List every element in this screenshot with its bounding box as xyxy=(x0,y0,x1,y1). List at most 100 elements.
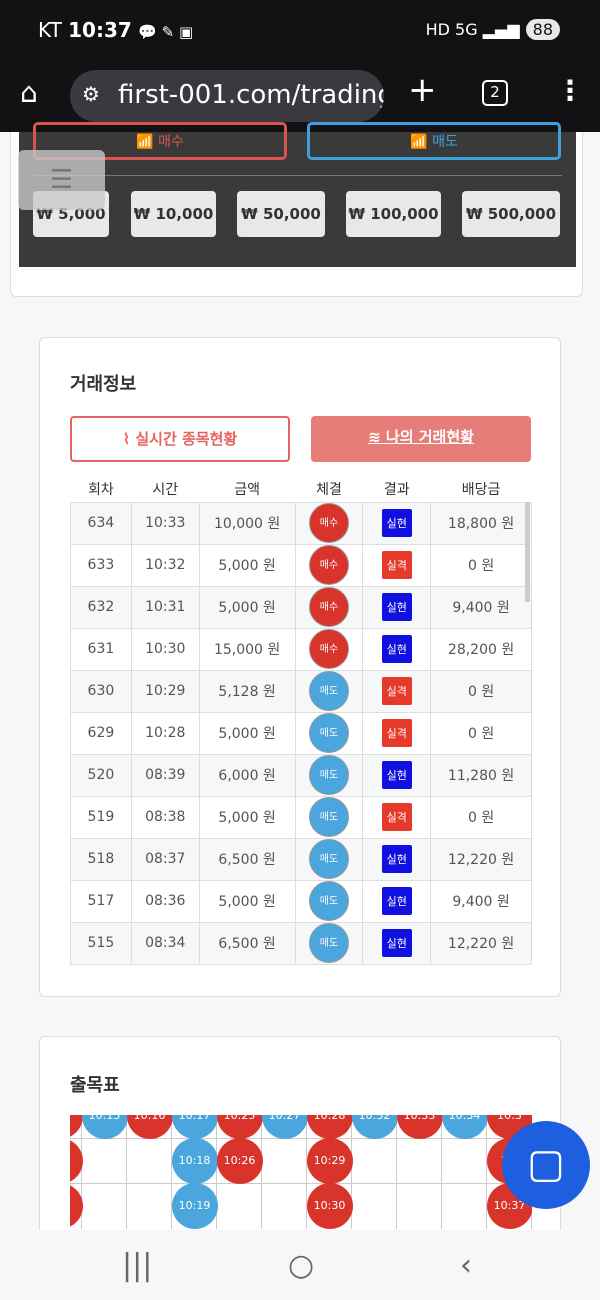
table-row: 520 08:39 6,000 원 매도 실현 11,280 원 xyxy=(70,753,532,797)
status-bar: KT 10:37 💬 ✎ ▣ HD 5G ▂▄▆ 88 xyxy=(0,0,600,60)
table-row: 631 10:30 15,000 원 매수 실현 28,200 원 xyxy=(70,627,532,671)
menu-toggle-button[interactable]: ☰ xyxy=(18,150,105,210)
tab-label: 실시간 종목현황 xyxy=(135,430,238,448)
side-badge: 매수 xyxy=(308,503,349,543)
address-bar[interactable]: ⚙ first-001.com/trading xyxy=(70,70,384,122)
cell: 10:33 xyxy=(130,501,200,545)
cell-text: 10:29 xyxy=(145,683,186,699)
cell: 633 xyxy=(70,543,132,587)
cell-text: 6,500 원 xyxy=(218,936,276,952)
sell-button[interactable]: 📶 매도 xyxy=(307,122,561,160)
carrier: KT xyxy=(38,18,62,42)
cell: 6,500 원 xyxy=(198,837,296,881)
cell: 실격 xyxy=(362,543,432,587)
table-row: 515 08:34 6,500 원 매도 실현 12,220 원 xyxy=(70,921,532,965)
cell-text: 518 xyxy=(87,851,115,867)
cell: 매도 xyxy=(294,711,364,755)
new-tab-icon[interactable]: + xyxy=(408,70,437,110)
result-grid: 10:15 10:16 10:17 10:18 10:19 10:25 10:26 10:27… xyxy=(70,1115,532,1229)
system-nav-bar: ||| ○ ‹ xyxy=(0,1230,600,1300)
side-badge: 매도 xyxy=(308,881,349,921)
side-badge: 매수 xyxy=(308,587,349,627)
grid-line xyxy=(441,1115,442,1229)
cell: 0 원 xyxy=(430,669,532,713)
recent-apps-icon[interactable]: ||| xyxy=(122,1248,153,1283)
table-row: 518 08:37 6,500 원 매도 실현 12,220 원 xyxy=(70,837,532,881)
cell: 630 xyxy=(70,669,132,713)
cell: 08:38 xyxy=(130,795,200,839)
table-scrollbar[interactable] xyxy=(525,502,530,602)
battery: 88 xyxy=(525,19,560,40)
tab-my-trades[interactable]: ≋ 나의 거래현황 xyxy=(311,416,531,462)
side-badge: 매도 xyxy=(308,671,349,711)
amount-10000-button[interactable]: ₩ 10,000 xyxy=(131,191,216,237)
cell: 5,000 원 xyxy=(198,585,296,629)
result-badge: 실현 xyxy=(381,761,412,789)
cell: 11,280 원 xyxy=(430,753,532,797)
cell: 518 xyxy=(70,837,132,881)
result-circle: 10:18 xyxy=(171,1138,218,1184)
buy-label: 매수 xyxy=(158,134,184,150)
result-circle: 10:30 xyxy=(306,1183,353,1229)
back-icon[interactable]: ‹ xyxy=(460,1248,472,1283)
cell-text: 5,000 원 xyxy=(218,894,276,910)
pulse-icon: ⌇ xyxy=(122,430,131,448)
cell: 매도 xyxy=(294,753,364,797)
cell-text: 15,000 원 xyxy=(213,642,281,658)
column-header: 금액 xyxy=(234,481,260,498)
cell-text: 12,220 원 xyxy=(447,936,515,952)
site-settings-icon[interactable]: ⚙ xyxy=(82,82,100,106)
cell: 5,128 원 xyxy=(198,669,296,713)
cell: 매수 xyxy=(294,543,364,587)
cell: 08:34 xyxy=(130,921,200,965)
network-label: 5G xyxy=(455,20,478,39)
amount-50000-button[interactable]: ₩ 50,000 xyxy=(237,191,325,237)
amount-100000-button[interactable]: ₩ 100,000 xyxy=(346,191,441,237)
cell-text: 0 원 xyxy=(467,558,495,574)
cell-text: 634 xyxy=(87,515,115,531)
cell: 매도 xyxy=(294,921,364,965)
cell-text: 5,000 원 xyxy=(218,558,276,574)
cell: 실현 xyxy=(362,837,432,881)
trade-table-viewport: 회차 시간 금액 체결 결과 배당금 634 10:33 10,000 원 매수 실현 18,800… xyxy=(40,338,562,966)
buy-button[interactable]: 📶 매수 xyxy=(33,122,287,160)
cell-text: 08:36 xyxy=(145,893,186,909)
cell: 실현 xyxy=(362,879,432,923)
table-row: 633 10:32 5,000 원 매수 실격 0 원 xyxy=(70,543,532,587)
side-badge: 매도 xyxy=(308,923,349,963)
home-icon[interactable]: ⌂ xyxy=(20,76,38,109)
tab-live-status[interactable]: ⌇ 실시간 종목현황 xyxy=(70,416,290,462)
grid-line xyxy=(171,1115,172,1229)
cell-text: 5,000 원 xyxy=(218,600,276,616)
section-title: 거래정보 xyxy=(70,374,137,395)
cell: 629 xyxy=(70,711,132,755)
result-badge: 실현 xyxy=(381,845,412,873)
result-circle: 10:32 xyxy=(351,1115,398,1139)
cell: 매도 xyxy=(294,879,364,923)
cell-text: 631 xyxy=(87,641,115,657)
cell: 매수 xyxy=(294,501,364,545)
table-row: 517 08:36 5,000 원 매도 실현 9,400 원 xyxy=(70,879,532,923)
side-badge: 매도 xyxy=(308,713,349,753)
table-row: 629 10:28 5,000 원 매도 실격 0 원 xyxy=(70,711,532,755)
amount-500000-button[interactable]: ₩ 500,000 xyxy=(462,191,560,237)
cell: 515 xyxy=(70,921,132,965)
signal-icon: ▂▄▆ xyxy=(482,20,520,39)
cell-text: 6,000 원 xyxy=(218,768,276,784)
tab-switcher-button[interactable]: 2 xyxy=(482,80,508,106)
cell-text: 12,220 원 xyxy=(447,852,515,868)
cell-text: 520 xyxy=(87,767,115,783)
chat-button[interactable]: ▢ xyxy=(502,1121,590,1209)
home-nav-icon[interactable]: ○ xyxy=(288,1248,315,1283)
more-menu-icon[interactable]: ⋮ xyxy=(556,74,584,107)
list-icon: ≋ xyxy=(368,428,381,446)
section-title: 출목표 xyxy=(70,1075,120,1096)
cell: 10:30 xyxy=(130,627,200,671)
grid-line xyxy=(396,1115,397,1229)
cell-text: 630 xyxy=(87,683,115,699)
result-badge: 실현 xyxy=(381,887,412,915)
cell: 10:28 xyxy=(130,711,200,755)
result-badge: 실격 xyxy=(381,677,412,705)
cell: 실현 xyxy=(362,627,432,671)
hd-icon: HD xyxy=(425,20,450,39)
